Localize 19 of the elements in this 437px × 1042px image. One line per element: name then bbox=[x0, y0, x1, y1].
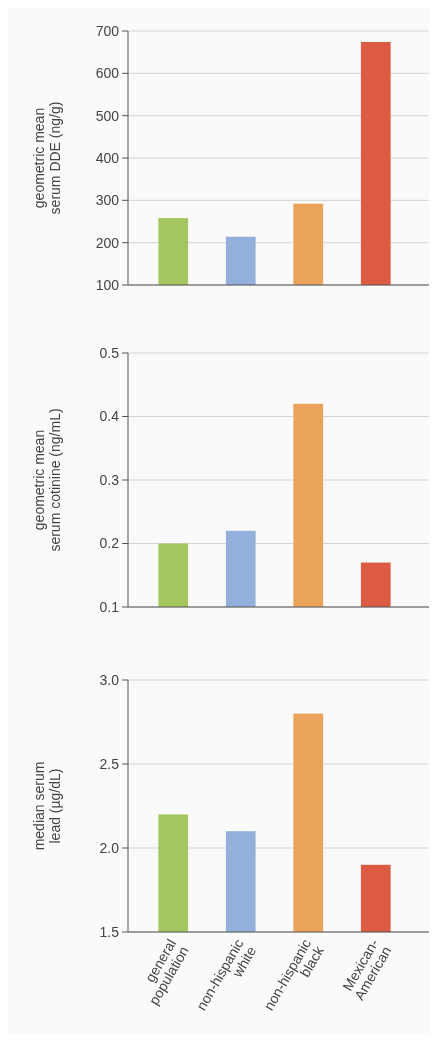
y-tick-label: 2.5 bbox=[99, 755, 120, 772]
y-tick-label: 0.3 bbox=[99, 471, 120, 488]
y-tick-label: 0.1 bbox=[99, 598, 120, 615]
y-tick-label: 2.0 bbox=[99, 839, 120, 856]
y-tick-label: 1.5 bbox=[99, 923, 120, 940]
y-axis-title: geometric mean serum cotinine (ng/mL) bbox=[31, 408, 63, 552]
y-tick-label: 200 bbox=[95, 234, 120, 251]
y-tick-label: 400 bbox=[95, 149, 120, 166]
y-tick-label: 100 bbox=[95, 276, 120, 293]
y-axis-title: median serum lead (µg/dL) bbox=[31, 761, 63, 851]
y-tick-label: 700 bbox=[95, 22, 120, 39]
y-tick-label: 600 bbox=[95, 65, 120, 82]
y-tick-label: 3.0 bbox=[99, 671, 120, 688]
y-tick-label: 0.4 bbox=[99, 408, 120, 425]
y-tick-label: 500 bbox=[95, 107, 120, 124]
y-tick-label: 300 bbox=[95, 192, 120, 209]
y-tick-label: 0.2 bbox=[99, 535, 120, 552]
y-tick-label: 0.5 bbox=[99, 344, 120, 361]
y-axis-title: geometric mean serum DDE (ng/g) bbox=[31, 101, 63, 215]
